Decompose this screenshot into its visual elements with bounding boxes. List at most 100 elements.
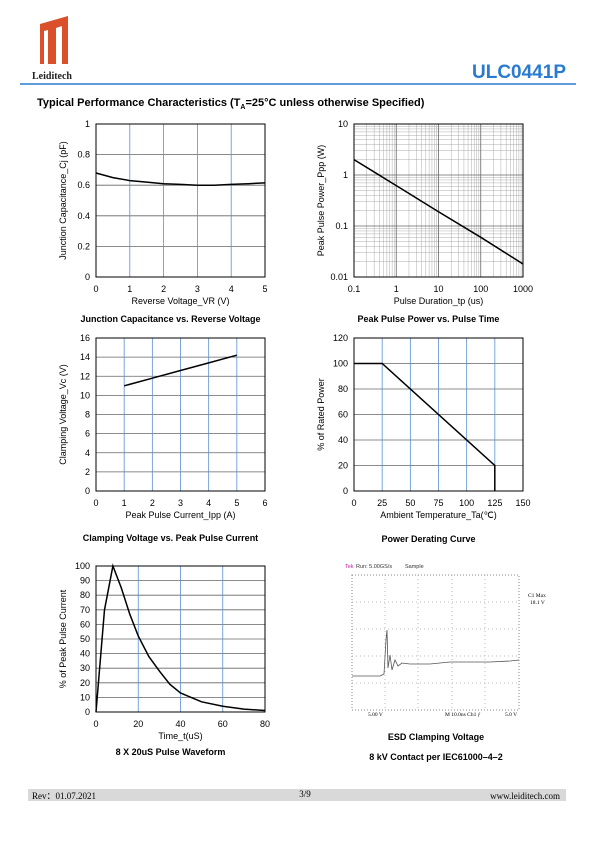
y-tick-label: 4 — [85, 448, 90, 458]
chart-title: 8 X 20uS Pulse Waveform — [116, 747, 226, 757]
scope-title: ESD Clamping Voltage — [388, 732, 484, 742]
chart-title: Peak Pulse Power vs. Pulse Time — [358, 314, 500, 324]
chart: 0 20 40 60 80 100 120 0 25 50 75 100 125 150 Ambient T… — [316, 333, 531, 544]
footer-bar — [28, 789, 566, 801]
scope-max-value: 18.1 V — [530, 600, 545, 606]
y-tick-label: 120 — [333, 333, 348, 343]
chart: 0 10 20 30 40 50 60 70 80 90 100 0 20 40 60 80 Time_t(uS… — [58, 561, 270, 757]
y-tick-label: 0.8 — [77, 150, 90, 160]
x-tick-label: 20 — [133, 719, 143, 729]
y-tick-label: 6 — [85, 429, 90, 439]
y-tick-label: 20 — [80, 678, 90, 688]
y-tick-label: 0 — [85, 272, 90, 282]
x-tick-label: 75 — [433, 498, 443, 508]
chart-title: Junction Capacitance vs. Reverse Voltage — [81, 314, 261, 324]
y-tick-label: 100 — [333, 359, 348, 369]
y-tick-label: 70 — [80, 605, 90, 615]
y-axis-label: Clamping Voltage_Vc (V) — [58, 364, 68, 465]
x-tick-label: 0 — [351, 498, 356, 508]
chart-title: Clamping Voltage vs. Peak Pulse Current — [83, 533, 258, 543]
x-tick-label: 5 — [262, 284, 267, 294]
scope-mode: Sample — [405, 564, 424, 570]
plot-border — [95, 337, 266, 492]
chart: 0 0.2 0.4 0.6 0.8 1 0 1 2 3 4 5 Reverse Voltage_VR (… — [58, 119, 268, 324]
x-tick-label: 100 — [459, 498, 474, 508]
y-tick-label: 1 — [85, 119, 90, 129]
y-axis-label: % of Peak Pulse Current — [58, 589, 68, 688]
scope-screen — [351, 574, 520, 711]
section-title-post: =25°C unless otherwise Specified) — [245, 97, 424, 109]
x-axis-label: Pulse Duration_tp (us) — [394, 296, 484, 306]
y-tick-label: 2 — [85, 467, 90, 477]
x-tick-label: 2 — [150, 498, 155, 508]
y-tick-label: 20 — [338, 461, 348, 471]
x-tick-label: 0 — [93, 498, 98, 508]
x-tick-label: 125 — [487, 498, 502, 508]
y-tick-label: 0 — [85, 707, 90, 717]
x-tick-label: 4 — [206, 498, 211, 508]
section-title-sub: A — [240, 104, 245, 111]
x-tick-label: 100 — [473, 284, 488, 294]
part-number: ULC0441P — [472, 62, 566, 83]
x-tick-label: 1 — [394, 284, 399, 294]
scope-time-scale: M 10.0ns Ch1 ƒ — [445, 712, 481, 718]
footer-web: www.leiditech.com — [490, 791, 560, 801]
y-tick-label: 90 — [80, 576, 90, 586]
x-tick-label: 3 — [178, 498, 183, 508]
y-tick-label: 0.6 — [77, 180, 90, 190]
x-tick-label: 1 — [122, 498, 127, 508]
y-axis-label: % of Rated Power — [316, 378, 326, 451]
scope: Tek Run: 5.00GS/s Sample C1 Max 18.1 V 5… — [345, 560, 546, 762]
x-tick-label: 40 — [175, 719, 185, 729]
scope-subtitle: 8 kV Contact per IEC61000–4–2 — [369, 752, 503, 762]
y-tick-label: 0 — [343, 486, 348, 496]
y-tick-label: 0.01 — [330, 272, 348, 282]
y-tick-label: 8 — [85, 410, 90, 420]
x-tick-label: 0 — [93, 719, 98, 729]
y-tick-label: 40 — [80, 649, 90, 659]
data-line — [95, 172, 266, 186]
x-tick-label: 0.1 — [348, 284, 361, 294]
y-tick-label: 0 — [85, 486, 90, 496]
scope-run: Run: 5.00GS/s — [356, 564, 392, 570]
plot-border — [95, 123, 266, 278]
chart-title: Power Derating Curve — [381, 534, 475, 544]
plot-border — [353, 337, 524, 492]
x-axis-label: Peak Pulse Current_Ipp (A) — [125, 510, 235, 520]
x-tick-label: 150 — [515, 498, 530, 508]
data-line — [354, 362, 496, 491]
footer-page: 3/9 — [299, 789, 311, 799]
y-tick-label: 10 — [80, 692, 90, 702]
scope-max-label: C1 Max — [528, 593, 546, 599]
x-tick-label: 5 — [234, 498, 239, 508]
section-title: Typical Performance Characteristics (TA=… — [37, 97, 425, 111]
y-tick-label: 30 — [80, 663, 90, 673]
x-axis-label: Time_t(uS) — [158, 731, 202, 741]
y-tick-label: 16 — [80, 333, 90, 343]
y-axis-label: Peak Pulse Power_Ppp (W) — [316, 145, 326, 257]
x-tick-label: 4 — [229, 284, 234, 294]
x-tick-label: 80 — [260, 719, 270, 729]
y-tick-label: 40 — [338, 435, 348, 445]
section-title-pre: Typical Performance Characteristics (T — [37, 97, 241, 109]
scope-bg — [345, 560, 527, 720]
y-tick-label: 100 — [75, 561, 90, 571]
y-tick-label: 0.4 — [77, 211, 90, 221]
plot-border — [353, 123, 524, 278]
scope-grid — [352, 575, 519, 710]
x-tick-label: 1000 — [513, 284, 533, 294]
y-tick-label: 50 — [80, 634, 90, 644]
x-tick-label: 2 — [161, 284, 166, 294]
y-tick-label: 60 — [338, 410, 348, 420]
data-line — [95, 563, 266, 713]
y-tick-label: 0.2 — [77, 241, 90, 251]
y-axis-label: Junction Capacitance_Cj (pF) — [58, 141, 68, 260]
plot-border — [95, 565, 266, 713]
x-tick-label: 25 — [377, 498, 387, 508]
footer-rev: Rev：01.07.2021 — [32, 791, 96, 801]
x-tick-label: 1 — [127, 284, 132, 294]
brand: Leiditech — [32, 71, 72, 82]
y-tick-label: 60 — [80, 619, 90, 629]
